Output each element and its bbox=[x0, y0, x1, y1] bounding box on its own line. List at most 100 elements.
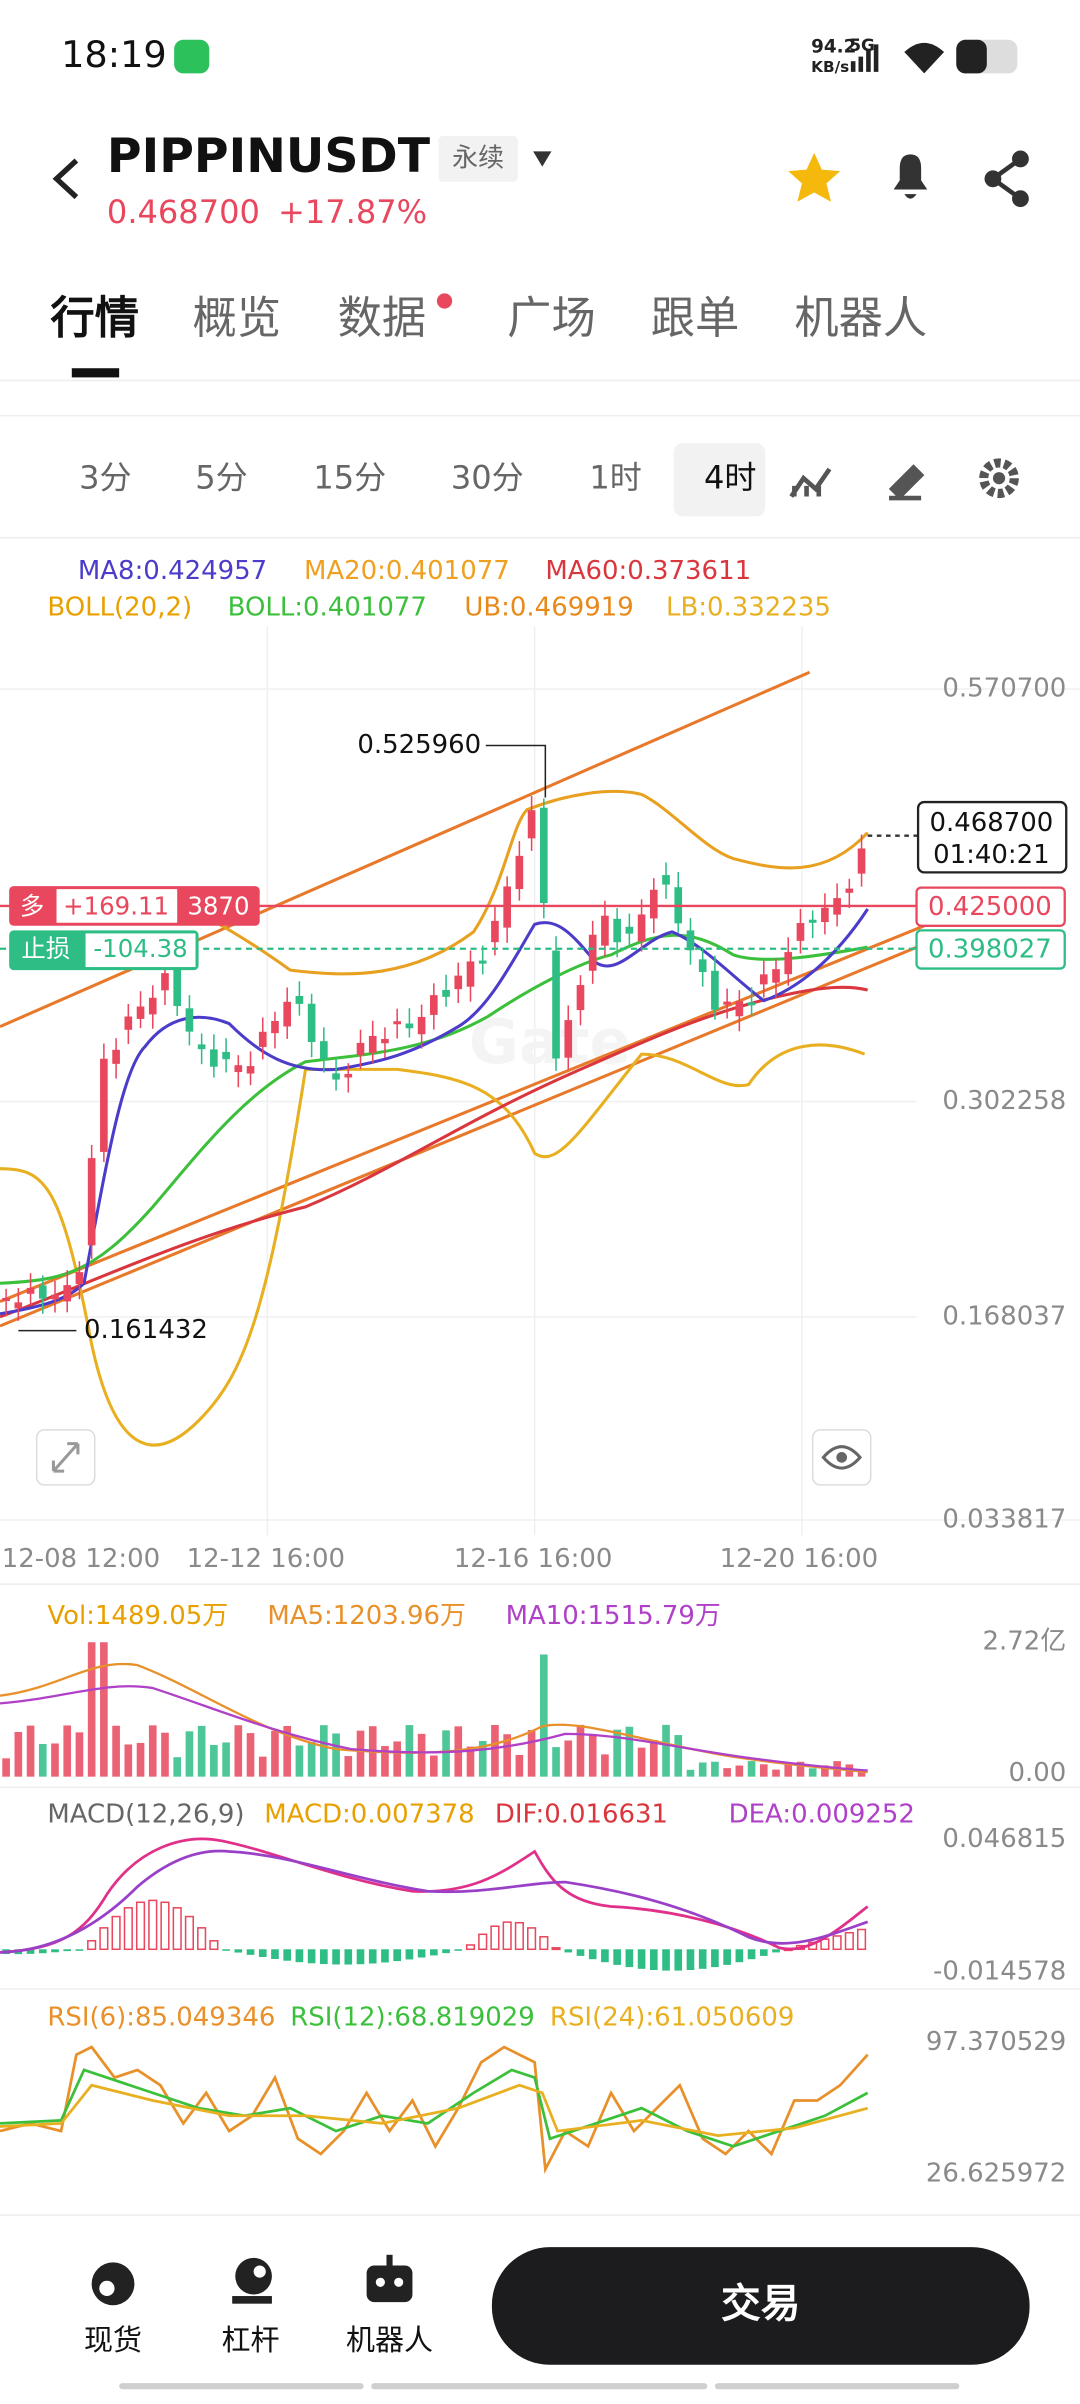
candle-body bbox=[26, 1287, 35, 1294]
volume-bar bbox=[478, 1740, 487, 1777]
candle-body bbox=[540, 807, 548, 904]
volume-bar bbox=[75, 1732, 84, 1777]
timeframe[interactable]: 1时 bbox=[589, 459, 641, 497]
candle-body bbox=[173, 968, 182, 1007]
price-axis-label: 0.168037 bbox=[942, 1301, 1066, 1331]
candle-body bbox=[808, 919, 817, 923]
macd-bar bbox=[539, 1936, 549, 1951]
candle-body bbox=[723, 1001, 731, 1005]
timeframe[interactable]: 5分 bbox=[195, 459, 247, 497]
volume-bar bbox=[393, 1741, 401, 1777]
tab[interactable]: 广场 bbox=[507, 293, 596, 344]
last-price: 0.468700 bbox=[107, 193, 260, 231]
candle-body bbox=[344, 1073, 353, 1078]
volume-bar bbox=[51, 1743, 59, 1777]
macd-bar bbox=[234, 1949, 243, 1953]
x-axis-label: 12-12 16:00 bbox=[187, 1544, 345, 1574]
candle-body bbox=[136, 1006, 145, 1019]
macd-bar bbox=[320, 1949, 328, 1965]
spot-icon bbox=[91, 2262, 135, 2306]
clock: 18:19 bbox=[61, 33, 167, 76]
macd-bar bbox=[356, 1949, 365, 1965]
stop-pnl: -104.38 bbox=[93, 934, 187, 963]
candle-body bbox=[246, 1066, 255, 1074]
macd-bar bbox=[844, 1931, 854, 1951]
candle-body bbox=[356, 1042, 365, 1056]
macd-label: MACD:0.007378 bbox=[264, 1799, 474, 1829]
macd-bar bbox=[454, 1949, 463, 1951]
candle-body bbox=[197, 1044, 206, 1050]
volume-bar bbox=[857, 1769, 866, 1777]
macd-bar bbox=[75, 1949, 84, 1951]
macd-bar bbox=[381, 1949, 389, 1963]
boll-label: BOLL(20,2) bbox=[47, 593, 192, 623]
macd-bar bbox=[430, 1949, 438, 1956]
position-pnl-bg bbox=[56, 889, 178, 923]
nav-label[interactable]: 杠杆 bbox=[222, 2323, 280, 2357]
alert-button[interactable] bbox=[893, 154, 928, 199]
macd-bar bbox=[759, 1949, 768, 1956]
macd-bar bbox=[735, 1949, 744, 1963]
nav-label[interactable]: 现货 bbox=[84, 2323, 142, 2357]
rsi-label: RSI(24):61.050609 bbox=[550, 2003, 795, 2033]
volume-bar bbox=[796, 1761, 805, 1777]
vol-label: Vol:1489.05万 bbox=[47, 1601, 228, 1631]
candle-body bbox=[454, 975, 463, 990]
volume-bar bbox=[173, 1757, 182, 1777]
macd-bar bbox=[417, 1949, 426, 1958]
symbol: PIPPINUSDT bbox=[107, 129, 431, 184]
macd-bar bbox=[613, 1949, 621, 1965]
vol-axis-label: 2.72亿 bbox=[983, 1627, 1067, 1657]
vol-ma10 bbox=[0, 1685, 868, 1772]
share-button[interactable] bbox=[984, 150, 1029, 208]
volume-bar bbox=[466, 1746, 475, 1777]
ma-label: MA8:0.424957 bbox=[78, 556, 267, 586]
volume-bar bbox=[759, 1764, 768, 1777]
tab[interactable]: 数据 bbox=[338, 293, 427, 344]
timeframe[interactable]: 15分 bbox=[313, 459, 386, 497]
candle-body bbox=[161, 973, 169, 991]
tab[interactable]: 行情 bbox=[50, 293, 139, 344]
trade-button[interactable] bbox=[491, 2247, 1030, 2365]
favorite-button[interactable] bbox=[788, 152, 841, 202]
timeframe[interactable]: 30分 bbox=[451, 459, 524, 497]
candle-body bbox=[87, 1158, 96, 1246]
volume-bar bbox=[2, 1758, 10, 1777]
candle-body bbox=[417, 1016, 426, 1035]
macd-bar bbox=[698, 1949, 707, 1969]
wechat-icon bbox=[174, 39, 210, 74]
volume-bar bbox=[332, 1733, 340, 1777]
macd-bar bbox=[551, 1947, 561, 1951]
macd-bar bbox=[514, 1921, 524, 1951]
volume-bar bbox=[161, 1732, 169, 1777]
net-speed: 94.2 bbox=[811, 36, 856, 57]
tab[interactable]: 机器人 bbox=[794, 293, 927, 344]
notice-dot bbox=[436, 293, 453, 309]
indicator-button[interactable] bbox=[789, 467, 832, 498]
settings-button[interactable] bbox=[979, 458, 1019, 499]
rsi-lines bbox=[0, 2045, 869, 2174]
order-price: 0.425000 bbox=[928, 892, 1052, 922]
tab-indicator bbox=[71, 368, 120, 378]
watermark: Gate bbox=[469, 1007, 631, 1078]
nav-label[interactable]: 机器人 bbox=[346, 2323, 433, 2357]
volume-bar bbox=[417, 1733, 426, 1777]
draw-button[interactable] bbox=[888, 464, 925, 501]
grid bbox=[0, 626, 1080, 1536]
macd-bar bbox=[197, 1927, 207, 1951]
macd-bar bbox=[747, 1949, 756, 1960]
symbol-dropdown[interactable] bbox=[533, 151, 552, 167]
vol-label: MA5:1203.96万 bbox=[267, 1601, 466, 1631]
tab[interactable]: 概览 bbox=[192, 293, 281, 344]
candle-body bbox=[845, 888, 854, 893]
timeframe[interactable]: 3分 bbox=[79, 459, 131, 497]
volume-bar bbox=[613, 1729, 621, 1777]
x-axis-label: 12-20 16:00 bbox=[720, 1544, 878, 1574]
tab[interactable]: 跟单 bbox=[651, 293, 740, 344]
candle-body bbox=[552, 950, 560, 1059]
back-button[interactable] bbox=[52, 158, 79, 200]
boll-label: UB:0.469919 bbox=[464, 593, 633, 623]
timeframe[interactable]: 4时 bbox=[704, 459, 756, 497]
volume-bar bbox=[552, 1747, 560, 1777]
macd-bar bbox=[271, 1949, 279, 1959]
